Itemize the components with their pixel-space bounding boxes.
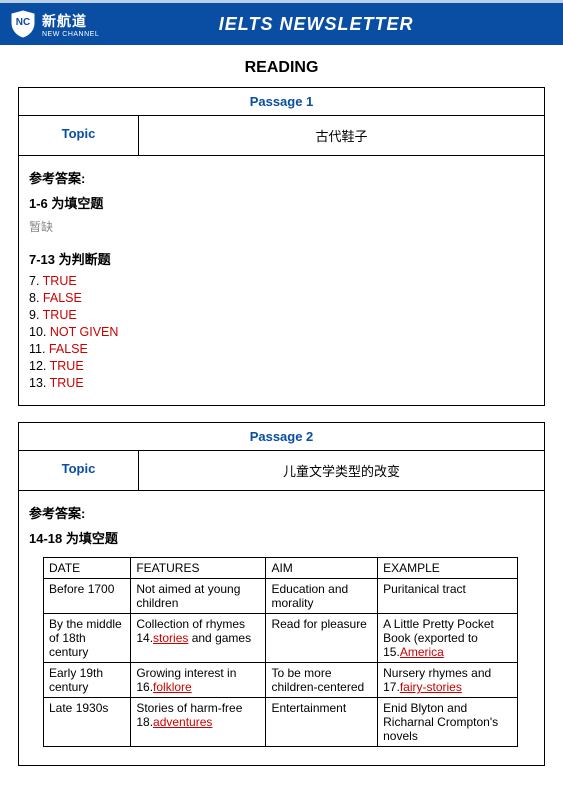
table-row: Late 1930sStories of harm-free 18.advent…	[44, 698, 518, 747]
group1-heading-2: 14-18 为填空题	[29, 528, 534, 547]
topic-label: Topic	[19, 116, 139, 155]
group1-heading: 1-6 为填空题	[29, 193, 534, 212]
topic-value: 古代鞋子	[139, 116, 544, 155]
example-cell: Nursery rhymes and 17.fairy-stories	[378, 663, 518, 698]
example-cell: Enid Blyton and Richarnal Crompton's nov…	[378, 698, 518, 747]
header-title: IELTS NEWSLETTER	[99, 14, 553, 35]
answer-span: fairy-stories	[400, 680, 462, 694]
passage-1-body: 参考答案: 1-6 为填空题 暂缺 7-13 为判断题 7. TRUE 8. FA…	[19, 156, 544, 405]
aim-cell: Entertainment	[266, 698, 378, 747]
passage-1-box: Passage 1 Topic 古代鞋子 参考答案: 1-6 为填空题 暂缺 7…	[18, 87, 545, 406]
aim-cell: Education and morality	[266, 579, 378, 614]
date-cell: Early 19th century	[44, 663, 131, 698]
passage-2-body: 参考答案: 14-18 为填空题 DATEFEATURESAIMEXAMPLE …	[19, 491, 544, 765]
table-header-cell: AIM	[266, 558, 378, 579]
answer-line: 9. TRUE	[29, 308, 534, 322]
features-cell: Not aimed at young children	[131, 579, 266, 614]
answer-line: 7. TRUE	[29, 274, 534, 288]
features-cell: Growing interest in 16.folklore	[131, 663, 266, 698]
section-title: READING	[0, 59, 563, 77]
ref-answer-label: 参考答案:	[29, 168, 534, 187]
topic-value: 儿童文学类型的改变	[139, 451, 544, 490]
shield-icon: NC	[10, 10, 36, 38]
content: Passage 1 Topic 古代鞋子 参考答案: 1-6 为填空题 暂缺 7…	[0, 87, 563, 800]
answer-span: America	[400, 645, 444, 659]
features-cell: Collection of rhymes 14.stories and game…	[131, 614, 266, 663]
ref-answer-label-2: 参考答案:	[29, 503, 534, 522]
passage-2-title: Passage 2	[19, 423, 544, 451]
passage-2-table: DATEFEATURESAIMEXAMPLE Before 1700Not ai…	[43, 557, 518, 747]
table-row: Before 1700Not aimed at young childrenEd…	[44, 579, 518, 614]
answer-line: 13. TRUE	[29, 376, 534, 390]
date-cell: Before 1700	[44, 579, 131, 614]
features-cell: Stories of harm-free 18.adventures	[131, 698, 266, 747]
table-row: By the middle of 18th century Collection…	[44, 614, 518, 663]
answer-line: 10. NOT GIVEN	[29, 325, 534, 339]
table-header-cell: DATE	[44, 558, 131, 579]
logo: NC 新航道 NEW CHANNEL	[10, 10, 99, 38]
answer-line: 11. FALSE	[29, 342, 534, 356]
answer-span: stories	[153, 631, 188, 645]
group1-placeholder: 暂缺	[29, 218, 534, 235]
answer-line: 12. TRUE	[29, 359, 534, 373]
answer-span: folklore	[153, 680, 192, 694]
date-cell: Late 1930s	[44, 698, 131, 747]
passage-1-topic-row: Topic 古代鞋子	[19, 116, 544, 156]
date-cell: By the middle of 18th century	[44, 614, 131, 663]
aim-cell: To be more children-centered	[266, 663, 378, 698]
aim-cell: Read for pleasure	[266, 614, 378, 663]
passage-2-box: Passage 2 Topic 儿童文学类型的改变 参考答案: 14-18 为填…	[18, 422, 545, 766]
header-bar: NC 新航道 NEW CHANNEL IELTS NEWSLETTER	[0, 3, 563, 45]
example-cell: Puritanical tract	[378, 579, 518, 614]
answer-line: 8. FALSE	[29, 291, 534, 305]
svg-text:NC: NC	[16, 17, 30, 28]
table-row: Early 19th centuryGrowing interest in 16…	[44, 663, 518, 698]
passage-2-topic-row: Topic 儿童文学类型的改变	[19, 451, 544, 491]
table-header-cell: EXAMPLE	[378, 558, 518, 579]
logo-text-en: NEW CHANNEL	[42, 31, 99, 38]
answer-span: adventures	[153, 715, 212, 729]
logo-text-cn: 新航道	[42, 11, 99, 31]
topic-label: Topic	[19, 451, 139, 490]
example-cell: A Little Pretty Pocket Book (exported to…	[378, 614, 518, 663]
group2-heading: 7-13 为判断题	[29, 249, 534, 268]
table-header-cell: FEATURES	[131, 558, 266, 579]
passage-1-title: Passage 1	[19, 88, 544, 116]
